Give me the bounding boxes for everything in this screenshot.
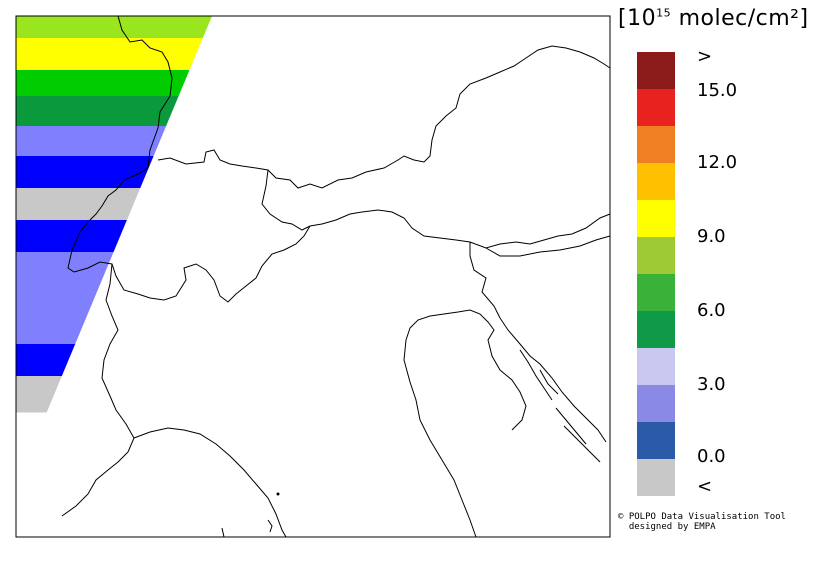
legend-color-box bbox=[637, 237, 675, 274]
legend-unit-label: [1015 molec/cm²] bbox=[618, 6, 809, 31]
legend-tick-label: 0.0 bbox=[697, 446, 726, 467]
legend-color-box bbox=[637, 126, 675, 163]
legend-color-box bbox=[637, 311, 675, 348]
legend-color-box bbox=[637, 422, 675, 459]
legend-color-box bbox=[637, 52, 675, 89]
legend-color-box bbox=[637, 200, 675, 237]
swath-band bbox=[16, 70, 212, 97]
legend-tick-label: 15.0 bbox=[697, 80, 738, 101]
country-borders bbox=[61, 15, 611, 538]
legend-color-box bbox=[637, 348, 675, 385]
legend-color-box bbox=[637, 385, 675, 422]
map-frame bbox=[15, 15, 611, 538]
legend-color-box bbox=[637, 89, 675, 126]
legend-tick-label: 12.0 bbox=[697, 152, 738, 173]
legend-tick-label: < bbox=[697, 476, 713, 497]
legend-tick-label: 3.0 bbox=[697, 374, 726, 395]
credit-text: © POLPO Data Visualisation Tool designed… bbox=[618, 512, 786, 532]
legend-tick-label: 6.0 bbox=[697, 300, 726, 321]
legend-color-box bbox=[637, 459, 675, 496]
swath-band bbox=[16, 38, 212, 71]
legend-tick-label: 9.0 bbox=[697, 226, 726, 247]
legend-tick-label: > bbox=[697, 46, 713, 67]
legend-color-box bbox=[637, 163, 675, 200]
legend-color-box bbox=[637, 274, 675, 311]
swath-band bbox=[16, 16, 212, 39]
